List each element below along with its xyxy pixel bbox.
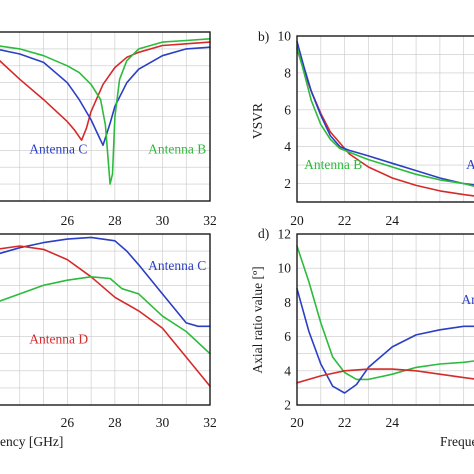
y-tick-label: 8 (284, 295, 291, 310)
series-annotation-label: Antenna C (148, 258, 206, 273)
panel-b-annotations: Antenna B A (304, 157, 474, 172)
series-line-antenna-b (296, 245, 474, 381)
y-tick-label: 6 (284, 102, 291, 117)
y-tick-label: 2 (284, 176, 291, 191)
y-tick-label: 8 (284, 65, 291, 80)
x-tick-label: 26 (61, 213, 75, 228)
x-tick-label: 26 (61, 415, 75, 430)
series-line-antenna-b (0, 37, 211, 185)
panel-c-series (0, 236, 211, 388)
panel-b-frame (296, 35, 474, 203)
panel-c-frame (0, 233, 211, 406)
x-tick-label: 32 (203, 213, 217, 228)
panel-d-annotations: An (461, 292, 474, 307)
x-tick-label: 32 (203, 415, 217, 430)
panel-b-series (296, 40, 474, 197)
panel-c-gain-plot: 26 28 30 32 Antenna C Antenna D ency [GHz] (0, 233, 217, 449)
panel-c-annotations: Antenna C Antenna D (29, 258, 206, 347)
series-line-antenna-c (0, 46, 211, 146)
x-tick-label: 30 (156, 415, 170, 430)
series-line-antenna-d (0, 245, 211, 388)
y-tick-label: 10 (278, 261, 292, 276)
y-tick-label: 6 (284, 329, 291, 344)
series-line-antenna-d (296, 368, 474, 384)
x-tick-label: 22 (338, 213, 352, 228)
series-line-antenna-c (0, 236, 211, 328)
series-line-antenna-c (296, 40, 474, 186)
panel-a-frame (0, 31, 211, 202)
y-tick-label: 12 (278, 227, 292, 242)
series-line-antenna-d (0, 41, 211, 141)
panel-c-tick-labels: 26 28 30 32 (61, 415, 217, 430)
panel-b-y-axis-label: VSVR (250, 103, 265, 139)
series-line-antenna-c (296, 287, 474, 394)
series-annotation-label: Antenna D (29, 331, 88, 346)
y-tick-label: 10 (278, 29, 292, 44)
panel-a-series (0, 37, 211, 185)
y-tick-label: 4 (284, 363, 291, 378)
series-annotation-label: Antenna B (148, 142, 206, 157)
series-annotation-label: A (466, 157, 474, 172)
panel-d-series (296, 245, 474, 394)
series-annotation-label: Antenna C (29, 142, 87, 157)
panel-d-letter: d) (258, 226, 269, 241)
panel-c-x-axis-label: ency [GHz] (0, 434, 63, 449)
x-tick-label: 20 (290, 213, 304, 228)
panel-d-frame (296, 233, 474, 406)
y-tick-label: 4 (284, 139, 291, 154)
series-line-antenna-b (0, 275, 211, 355)
x-tick-label: 28 (108, 213, 122, 228)
x-tick-label: 24 (386, 415, 400, 430)
panel-d-y-axis-label: Axial ratio value [º] (250, 266, 265, 373)
x-tick-label: 20 (290, 415, 304, 430)
series-annotation-label: An (461, 292, 474, 307)
panel-a-annotations: Antenna C Antenna B (29, 142, 206, 157)
series-line-antenna-b (296, 46, 474, 188)
x-tick-label: 22 (338, 415, 352, 430)
x-tick-label: 24 (386, 213, 400, 228)
panel-a-return-loss-plot: 26 28 30 32 Antenna C Antenna B (0, 31, 217, 228)
panel-d-x-axis-label: Freque (440, 434, 474, 449)
series-annotation-label: Antenna B (304, 157, 362, 172)
x-tick-label: 30 (156, 213, 170, 228)
x-tick-label: 28 (108, 415, 122, 430)
panel-b-letter: b) (258, 29, 269, 44)
panel-b-grid (296, 35, 474, 203)
y-tick-label: 2 (284, 398, 291, 413)
panel-a-grid (0, 31, 211, 202)
panel-a-tick-labels: 26 28 30 32 (61, 213, 217, 228)
